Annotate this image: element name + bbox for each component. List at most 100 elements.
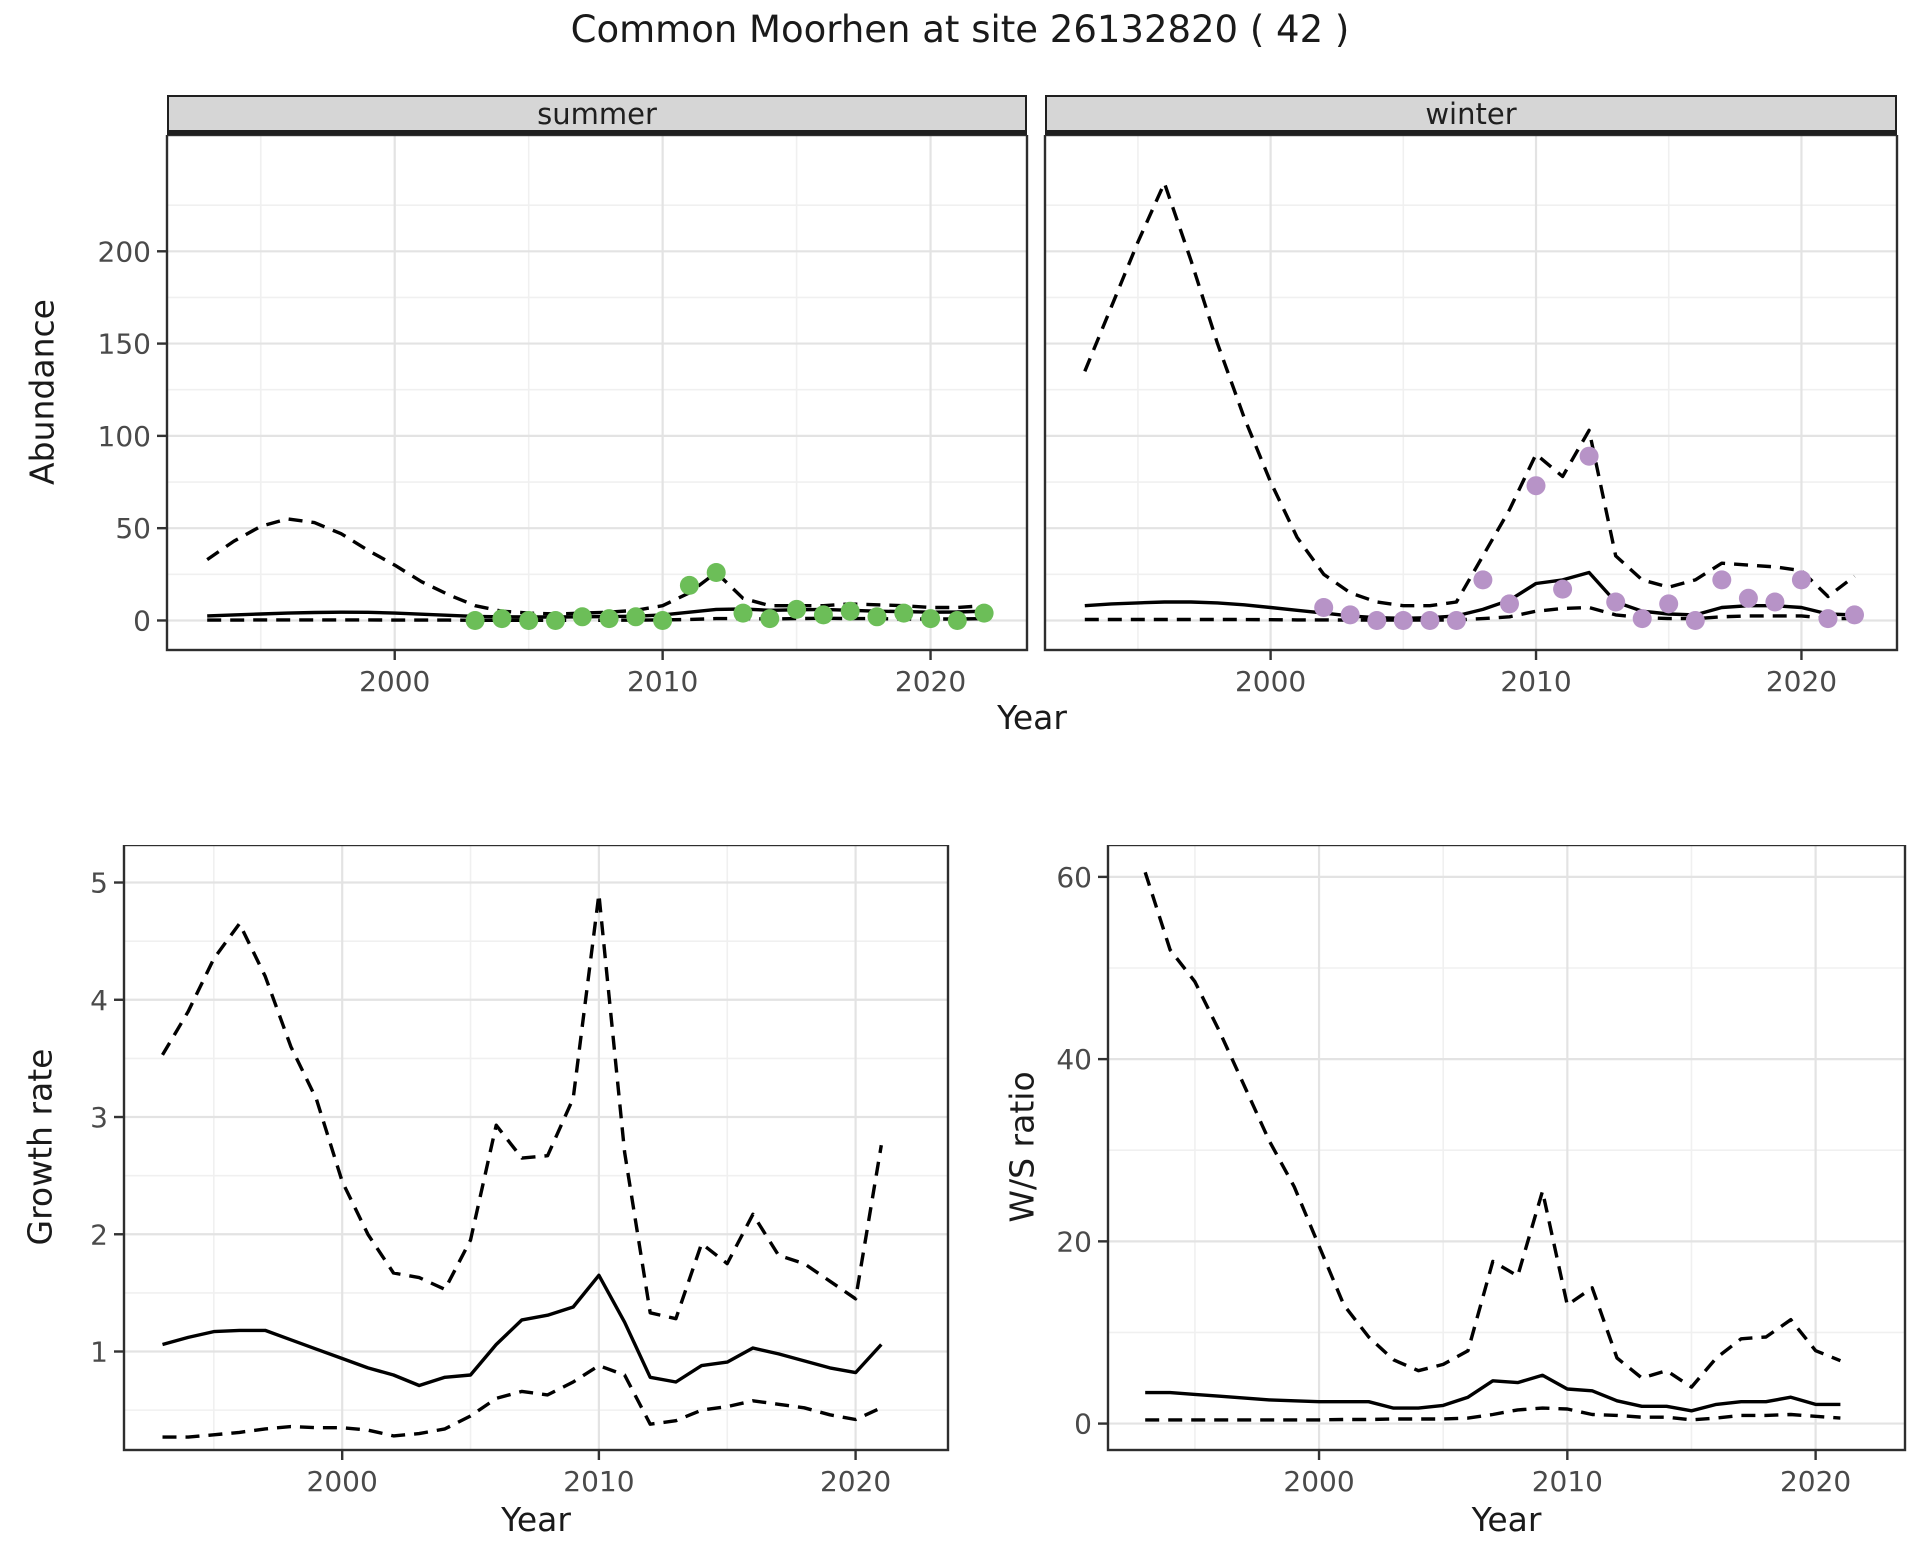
x-tick-label: 2010 xyxy=(627,665,698,695)
facet-strip-summer-label: summer xyxy=(537,96,657,131)
y-tick-label: 60 xyxy=(1056,861,1092,894)
y-tick-label: 50 xyxy=(115,512,151,545)
observed-counts-point xyxy=(1393,611,1413,630)
observed-counts-point xyxy=(599,609,619,629)
observed-counts-point xyxy=(733,603,753,623)
x-tick-label: 2020 xyxy=(1780,1465,1851,1498)
observed-counts-point xyxy=(1685,611,1705,630)
observed-counts-point xyxy=(1606,592,1626,612)
observed-counts-point xyxy=(974,603,994,623)
facet-strip-summer: summer xyxy=(167,95,1027,135)
growth-rate-chart: 2000 2010 2020 1 2 3 4 5 xyxy=(34,843,958,1509)
observed-counts-point xyxy=(947,611,967,630)
ws-ratio-svg: 2000 2010 2020 0 20 40 60 xyxy=(1056,843,1907,1498)
upper-ci-line xyxy=(1083,181,1856,608)
observed-counts-point xyxy=(519,611,539,630)
x-tick-label: 2000 xyxy=(1283,1465,1354,1498)
observed-counts-point xyxy=(653,611,673,630)
observed-counts-point xyxy=(546,611,565,630)
observed-counts-point xyxy=(1367,611,1387,630)
y-tick-label: 40 xyxy=(1056,1043,1092,1076)
observed-counts-point xyxy=(1340,605,1360,625)
observed-counts-point xyxy=(787,599,807,619)
panel-background xyxy=(1108,845,1905,1450)
panel-border xyxy=(165,133,1029,652)
panel-border xyxy=(122,843,950,1452)
observed-counts-point xyxy=(1845,605,1864,625)
observed-counts-point xyxy=(1791,570,1811,590)
observed-counts-point xyxy=(1579,446,1599,466)
model-fit-line xyxy=(1145,1373,1841,1413)
lower-ci-line xyxy=(1084,605,1855,622)
observed-counts-point xyxy=(706,563,726,582)
model-fit-line xyxy=(1084,570,1855,620)
observed-counts-point xyxy=(1446,611,1466,630)
observed-counts-point xyxy=(760,609,780,629)
observed-counts-point xyxy=(572,607,592,627)
observed-counts-point xyxy=(1765,592,1785,612)
observed-counts-point xyxy=(921,609,941,629)
winter-abundance-chart: 2000 2010 2020 xyxy=(955,133,1905,699)
panel-background xyxy=(124,845,948,1450)
panel-background xyxy=(167,135,1027,650)
observed-counts-point xyxy=(492,609,512,629)
plot-title: Common Moorhen at site 26132820 ( 42 ) xyxy=(570,8,1350,51)
observed-counts-point xyxy=(1818,609,1838,629)
y-tick-label: 20 xyxy=(1056,1225,1092,1258)
observed-counts-point xyxy=(1500,594,1519,614)
observed-counts-point xyxy=(1420,611,1440,630)
lower-ci-line xyxy=(1145,1406,1841,1422)
observed-counts-point xyxy=(1712,570,1732,590)
upper-ci-line xyxy=(161,892,883,1321)
panel-border xyxy=(1043,133,1899,652)
y-tick-label: 150 xyxy=(98,328,151,361)
y-tick-label: 1 xyxy=(90,1336,108,1369)
observed-counts-point xyxy=(813,605,833,625)
observed-counts-point xyxy=(840,601,860,621)
observed-counts-point xyxy=(1526,476,1546,496)
lower-ci-line xyxy=(162,1363,883,1439)
observed-counts-point xyxy=(465,611,485,630)
growth-rate-svg: 2000 2010 2020 1 2 3 4 5 xyxy=(90,843,950,1498)
summer-abundance-svg: 2000 2010 2020 0 50 100 150 200 xyxy=(98,133,1029,698)
y-tick-label: 4 xyxy=(90,984,108,1017)
observed-counts-point xyxy=(1553,579,1573,599)
upper-ci-line xyxy=(1143,871,1842,1389)
observed-counts-point xyxy=(1632,609,1652,629)
x-tick-label: 2000 xyxy=(1235,665,1306,695)
summer-abundance-chart: 2000 2010 2020 0 50 100 150 200 xyxy=(77,133,1032,699)
y-tick-label: 0 xyxy=(133,604,151,637)
panel-background xyxy=(1045,135,1897,650)
abundance-axis-title: Abundance xyxy=(22,299,62,485)
x-tick-label: 2010 xyxy=(1532,1465,1603,1498)
observed-counts-point xyxy=(867,607,887,627)
facet-strip-winter-label: winter xyxy=(1425,96,1517,131)
observed-counts-point xyxy=(1738,588,1758,608)
x-tick-label: 2000 xyxy=(359,665,430,695)
observed-counts-point xyxy=(1659,594,1679,614)
y-tick-label: 100 xyxy=(98,420,151,453)
winter-abundance-svg: 2000 2010 2020 xyxy=(1043,133,1899,698)
ws-ratio-chart: 2000 2010 2020 0 20 40 60 xyxy=(1018,843,1918,1509)
y-tick-label: 0 xyxy=(1074,1408,1092,1441)
y-tick-label: 5 xyxy=(90,867,108,900)
facet-strip-winter: winter xyxy=(1045,95,1897,135)
x-tick-label: 2010 xyxy=(1500,665,1571,695)
observed-counts-point xyxy=(1314,598,1334,617)
x-tick-label: 2010 xyxy=(563,1465,634,1498)
x-tick-label: 2000 xyxy=(307,1465,378,1498)
y-tick-label: 2 xyxy=(90,1218,108,1251)
x-tick-label: 2020 xyxy=(895,665,966,695)
x-tick-label: 2020 xyxy=(820,1465,891,1498)
panel-border xyxy=(1106,843,1907,1452)
top-year-axis-title: Year xyxy=(997,698,1067,737)
observed-counts-point xyxy=(626,607,646,627)
observed-counts-point xyxy=(894,603,914,623)
ws-year-axis-title: Year xyxy=(1471,1500,1542,1539)
y-tick-label: 200 xyxy=(98,235,151,268)
model-fit-line xyxy=(162,1273,883,1388)
growth-year-axis-title: Year xyxy=(501,1500,571,1539)
x-tick-label: 2020 xyxy=(1766,665,1837,695)
observed-counts-point xyxy=(679,575,699,595)
